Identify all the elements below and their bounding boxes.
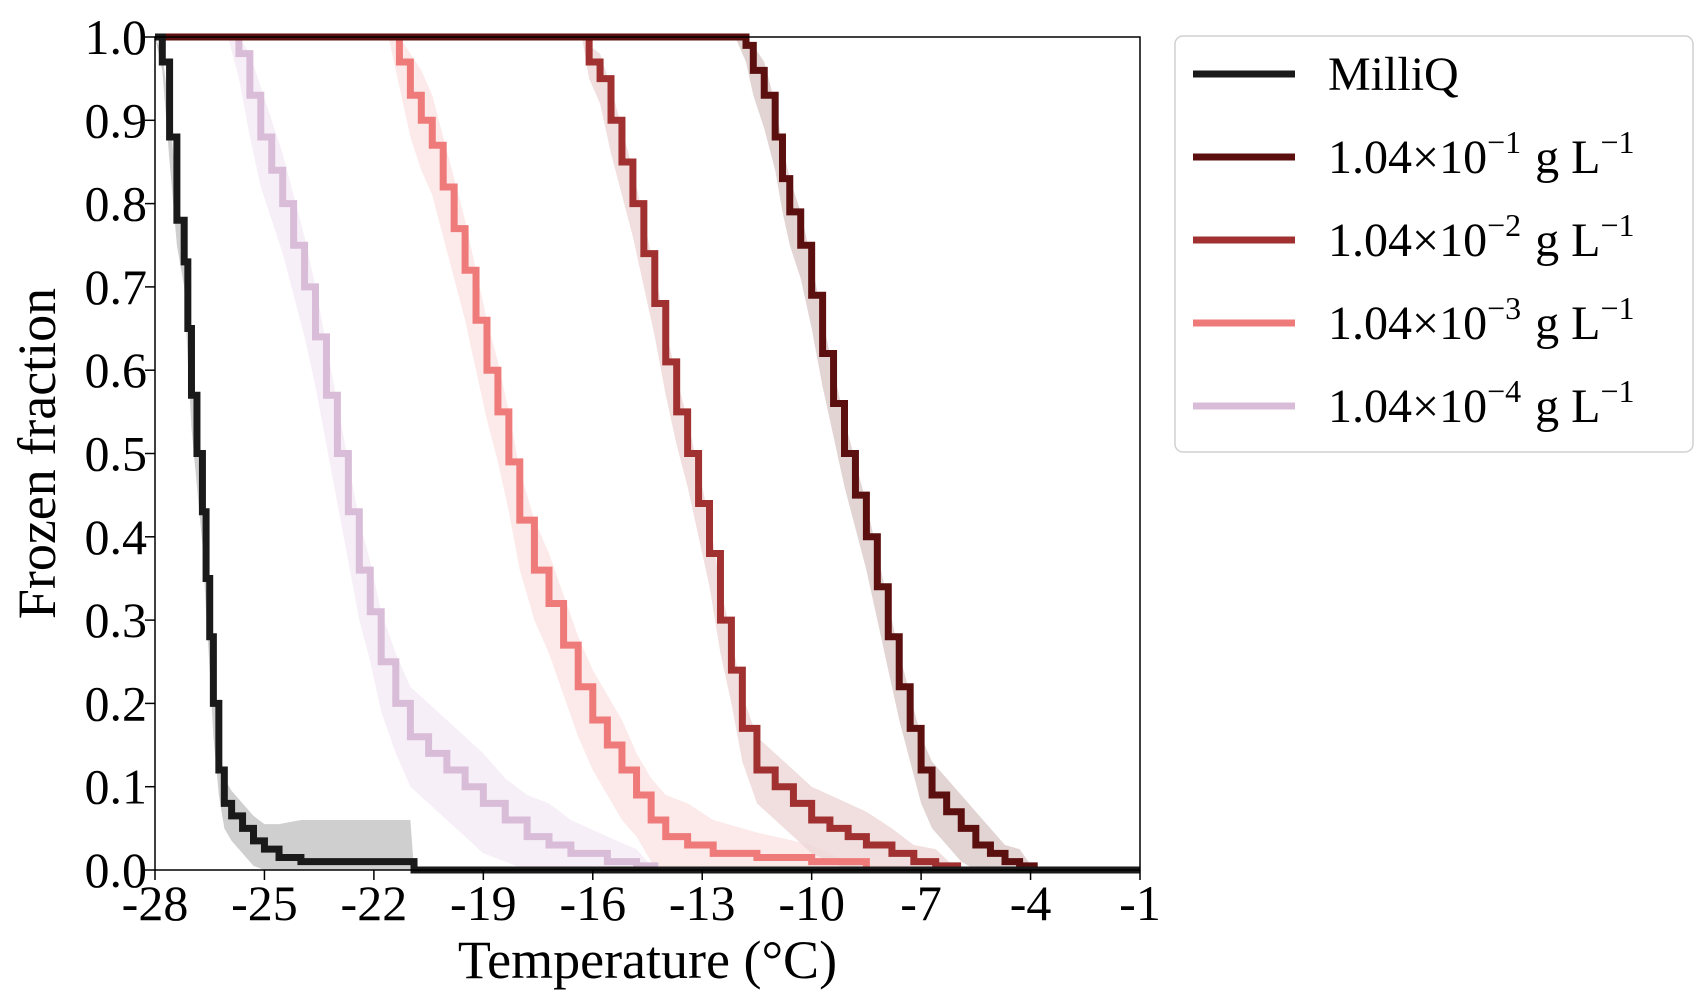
y-axis-title: Frozen fraction xyxy=(7,288,67,619)
legend-label-exponent: −2 xyxy=(1487,207,1521,243)
series-band-2 xyxy=(155,37,1140,870)
legend-label: MilliQ xyxy=(1328,48,1459,101)
legend-label-exponent: −1 xyxy=(1487,124,1521,160)
y-tick-label: 0.4 xyxy=(85,509,148,565)
x-axis-title: Temperature (°C) xyxy=(458,930,837,990)
x-tick-label: -19 xyxy=(450,875,517,931)
series-line-1 xyxy=(155,33,1140,874)
y-tick-label: 0.8 xyxy=(85,176,148,232)
y-tick-label: 0.7 xyxy=(85,259,148,315)
series-band-3 xyxy=(155,37,1140,870)
y-tick-label: 0.3 xyxy=(85,592,148,648)
x-tick-label: -16 xyxy=(559,875,626,931)
legend-label: 1.04×10−3 g L−1 xyxy=(1328,290,1635,350)
series-band-0 xyxy=(155,37,1140,870)
y-tick-label: 0.2 xyxy=(85,675,148,731)
uncertainty-bands xyxy=(155,37,1140,870)
x-tick-label: -10 xyxy=(778,875,845,931)
legend-label-unit: g L xyxy=(1535,297,1600,350)
legend-label-prefix: 1.04×10 xyxy=(1328,380,1487,433)
plot-frame xyxy=(154,36,1141,871)
series-band-1 xyxy=(155,37,1140,870)
legend-box xyxy=(1174,35,1694,453)
x-tick-label: -28 xyxy=(122,875,189,931)
series-line-4 xyxy=(155,33,1140,874)
series-line-2 xyxy=(155,33,1140,874)
legend-label-exponent: −3 xyxy=(1487,290,1521,326)
x-tick-label: -1 xyxy=(1119,875,1161,931)
y-tick-label: 0.9 xyxy=(85,92,148,148)
y-tick-label: 0.1 xyxy=(85,759,148,815)
y-tick-label: 0.0 xyxy=(85,842,148,898)
legend-label-prefix: 1.04×10 xyxy=(1328,297,1487,350)
x-axis-ticks: -28 -25 -22 -19 -16 -13 -10 -7 -4 -1 xyxy=(122,870,1161,931)
y-tick-label: 0.6 xyxy=(85,342,148,398)
legend-label-prefix: MilliQ xyxy=(1328,48,1459,101)
y-axis-ticks: 0.0 0.1 0.2 0.3 0.4 0.5 0.6 0.7 0.8 0.9 1.0 xyxy=(85,9,155,898)
x-tick-label: -4 xyxy=(1010,875,1052,931)
x-tick-label: -13 xyxy=(669,875,736,931)
y-tick-label: 0.5 xyxy=(85,426,148,482)
legend-label-prefix: 1.04×10 xyxy=(1328,131,1487,184)
legend-label-prefix: 1.04×10 xyxy=(1328,214,1487,267)
series-line-3 xyxy=(155,33,1140,874)
legend-label-unit-exponent: −1 xyxy=(1600,373,1634,409)
legend-label-unit: g L xyxy=(1535,214,1600,267)
legend-label: 1.04×10−1 g L−1 xyxy=(1328,124,1635,184)
legend-label: 1.04×10−4 g L−1 xyxy=(1328,373,1635,433)
legend-label-unit: g L xyxy=(1535,380,1600,433)
legend-label: 1.04×10−2 g L−1 xyxy=(1328,207,1635,267)
series-line-0 xyxy=(155,33,1140,874)
legend-label-unit: g L xyxy=(1535,131,1600,184)
series-band-4 xyxy=(155,37,1140,870)
legend-label-exponent: −4 xyxy=(1487,373,1521,409)
x-tick-label: -22 xyxy=(341,875,408,931)
legend-label-unit-exponent: −1 xyxy=(1600,207,1634,243)
series-lines xyxy=(155,33,1140,874)
legend-label-unit-exponent: −1 xyxy=(1600,124,1634,160)
legend-label-unit-exponent: −1 xyxy=(1600,290,1634,326)
x-tick-label: -25 xyxy=(231,875,298,931)
x-tick-label: -7 xyxy=(900,875,942,931)
y-tick-label: 1.0 xyxy=(85,9,148,65)
